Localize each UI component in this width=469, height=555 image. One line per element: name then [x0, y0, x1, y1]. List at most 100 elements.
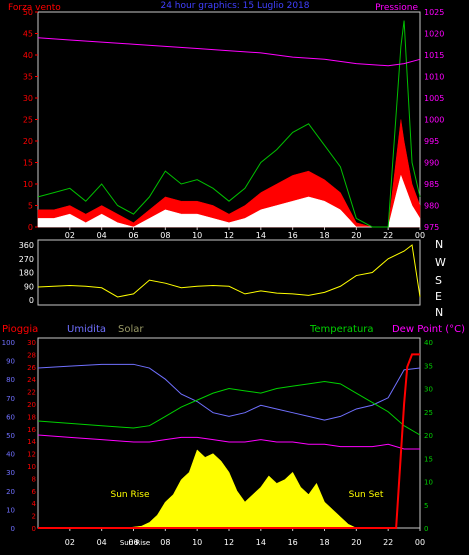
wind-gust-line — [37, 20, 421, 228]
wind-x-tick-label: 08 — [160, 231, 170, 240]
humidity-y-tick-label: 60 — [6, 413, 15, 421]
temperature-y-tick-label: 10 — [424, 479, 433, 487]
atmosphere-x-tick-label: 04 — [97, 538, 107, 547]
atmosphere-x-tick-label: 16 — [288, 538, 298, 547]
pressure-y-tick-label: 990 — [424, 159, 439, 168]
wind-x-tick-label: 18 — [319, 231, 329, 240]
pressure-y-tick-label: 1010 — [424, 73, 444, 82]
compass-north-bottom: N — [435, 306, 443, 319]
rain-y-tick-label: 28 — [27, 351, 36, 359]
legend-solar: Solar — [118, 324, 144, 335]
rain-line — [38, 353, 420, 529]
wind-x-tick-label: 02 — [65, 231, 75, 240]
wind-x-axis: 02 04 06 08 10 12 14 16 18 20 22 00 — [65, 227, 425, 240]
pressure-y-tick-label: 980 — [424, 202, 439, 211]
wind-avg-area — [37, 119, 421, 228]
sunrise-label: Sun Rise — [111, 490, 150, 500]
humidity-y-tick-label: 80 — [6, 376, 15, 384]
wind-y-tick-label: 0 — [28, 223, 33, 232]
wind-y-tick-label: 40 — [23, 51, 33, 60]
wind-x-tick-label: 14 — [256, 231, 266, 240]
direction-series — [37, 244, 421, 298]
compass-north: N — [435, 238, 443, 251]
pressure-y-tick-label: 1015 — [424, 51, 444, 60]
temperature-y-tick-label: 5 — [424, 502, 428, 510]
solar-area — [125, 449, 357, 529]
direction-y-tick-label: 360 — [19, 241, 34, 250]
rain-y-tick-label: 2 — [32, 513, 36, 521]
atmosphere-x-tick-label: 02 — [65, 538, 75, 547]
rain-y-tick-label: 8 — [32, 475, 36, 483]
pressure-line — [37, 37, 421, 67]
humidity-y-tick-label: 30 — [6, 469, 15, 477]
humidity-y-tick-label: 10 — [6, 506, 15, 514]
temperature-y-tick-label: 40 — [424, 339, 433, 347]
rain-y-tick-label: 24 — [27, 376, 36, 384]
legend-humidity: Umidita — [67, 324, 106, 335]
pressure-y-tick-label: 1020 — [424, 30, 444, 39]
temperature-y-tick-label: 0 — [424, 525, 428, 533]
sunrise-tick-label: Sun Rise — [120, 539, 150, 547]
pressure-y-tick-label: 985 — [424, 180, 439, 189]
pressure-y-tick-label: 995 — [424, 137, 439, 146]
direction-y-tick-label: 90 — [24, 282, 34, 291]
wind-y-tick-label: 10 — [23, 180, 33, 189]
rain-y-tick-label: 0 — [32, 525, 36, 533]
sunset-label: Sun Set — [349, 490, 384, 500]
atmosphere-x-tick-label: 12 — [224, 538, 234, 547]
rain-y-tick-label: 22 — [27, 389, 36, 397]
compass-west: W — [435, 256, 446, 269]
atmosphere-left-axes: 1009080706050403020100302826242220181614… — [2, 339, 37, 533]
legend-dewpoint: Dew Point (°C) — [392, 324, 465, 335]
legend-temperature: Temperatura — [309, 324, 374, 335]
temperature-line — [37, 381, 421, 436]
wind-min-area — [37, 174, 421, 228]
atmosphere-x-tick-label: 20 — [351, 538, 361, 547]
wind-label: Forza vento — [8, 3, 61, 13]
rain-y-tick-label: 10 — [27, 463, 36, 471]
temperature-y-tick-label: 20 — [424, 432, 433, 440]
humidity-line — [37, 363, 421, 421]
humidity-y-tick-label: 70 — [6, 395, 15, 403]
wind-x-tick-label: 12 — [224, 231, 234, 240]
wind-x-tick-label: 10 — [192, 231, 202, 240]
atmosphere-x-tick-label: 18 — [319, 538, 329, 547]
humidity-y-tick-label: 20 — [6, 488, 15, 496]
chart-title: 24 hour graphics: 15 Luglio 2018 — [160, 1, 309, 11]
atmosphere-x-tick-label: 00 — [415, 538, 425, 547]
pressure-y-tick-label: 1005 — [424, 94, 444, 103]
legend-rain: Pioggia — [2, 324, 38, 335]
wind-x-tick-label: 00 — [415, 231, 425, 240]
rain-y-tick-label: 26 — [27, 364, 36, 372]
wind-y-tick-label: 20 — [23, 137, 33, 146]
atmosphere-x-tick-label: 14 — [256, 538, 266, 547]
rain-y-tick-label: 4 — [32, 500, 37, 508]
pressure-y-tick-label: 1000 — [424, 116, 444, 125]
atmosphere-x-tick-label: 22 — [383, 538, 393, 547]
wind-y-tick-label: 45 — [23, 30, 33, 39]
direction-line — [37, 244, 421, 298]
temperature-y-tick-label: 35 — [424, 362, 433, 370]
atmosphere-x-tick-label: 10 — [192, 538, 202, 547]
wind-y-tick-label: 25 — [23, 116, 33, 125]
atmosphere-series — [37, 353, 421, 529]
atmosphere-x-tick-label: 08 — [160, 538, 170, 547]
rain-y-tick-label: 6 — [32, 488, 37, 496]
wind-x-tick-label: 20 — [351, 231, 361, 240]
pressure-y-tick-label: 1025 — [424, 8, 444, 17]
compass-south: S — [435, 274, 442, 287]
rain-y-tick-label: 16 — [27, 426, 36, 434]
humidity-y-tick-label: 40 — [6, 451, 15, 459]
humidity-y-tick-label: 100 — [2, 339, 15, 347]
wind-x-tick-label: 04 — [97, 231, 107, 240]
compass-east: E — [435, 290, 442, 303]
wind-y-tick-label: 15 — [23, 159, 33, 168]
dewpoint-line — [37, 434, 420, 450]
rain-y-tick-label: 12 — [27, 451, 36, 459]
pressure-y-tick-label: 975 — [424, 223, 439, 232]
humidity-y-tick-label: 90 — [6, 358, 15, 366]
wind-x-tick-label: 06 — [128, 231, 138, 240]
direction-y-tick-label: 180 — [19, 269, 34, 278]
